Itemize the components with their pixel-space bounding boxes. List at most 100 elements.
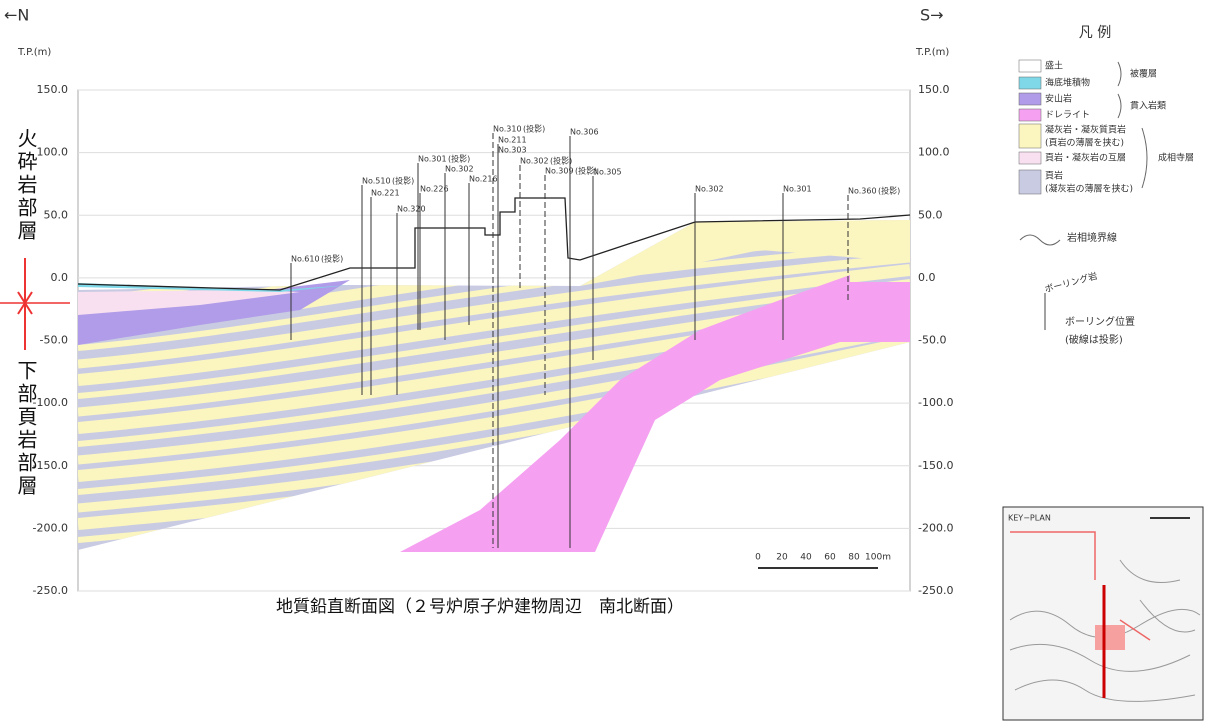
borehole-name: No.306: [570, 128, 599, 137]
borehole-name: No.303: [498, 146, 527, 155]
legend-group: 貫入岩類: [1130, 100, 1166, 112]
y-label-left: 150.0: [37, 83, 69, 96]
y-label-right: -150.0: [918, 459, 953, 472]
tuff-band: [78, 253, 910, 369]
south-label: S→: [920, 6, 944, 25]
y-label-right: -200.0: [918, 521, 953, 534]
borehole-name: No.211: [498, 136, 527, 145]
boring-note: (破線は投影): [1065, 333, 1123, 346]
borehole-note: (投影): [321, 254, 343, 264]
y-label-right: 0.0: [918, 271, 936, 284]
y-label-left: 50.0: [44, 208, 69, 221]
borehole-note: (投影): [575, 166, 597, 176]
borehole-note: (投影): [550, 156, 572, 166]
y-label-left: -50.0: [40, 334, 68, 347]
legend-swatch: [1018, 92, 1042, 106]
side-label: 下部頁岩部層: [14, 360, 38, 498]
borehole-name: No.221: [371, 189, 400, 198]
y-label-right: -50.0: [918, 334, 946, 347]
borehole-name: No.320: [397, 205, 426, 214]
cross-section: [77, 89, 911, 592]
scale-label: 100m: [865, 553, 891, 563]
legend-note: (頁岩の薄層を挟む): [1045, 137, 1124, 149]
tuff-band: [78, 279, 910, 399]
alternation: [78, 290, 300, 315]
borehole-note: (投影): [392, 176, 414, 186]
borehole-name: No.360: [848, 187, 877, 196]
dolerite: [400, 275, 910, 552]
scale-label: 80: [848, 553, 860, 563]
y-label-right: -100.0: [918, 396, 953, 409]
legend-swatch: [1018, 123, 1042, 149]
legend-swatch: [1018, 59, 1042, 73]
arrow-heads: [17, 291, 33, 315]
borehole-name: No.302: [695, 185, 724, 194]
borehole-name: No.226: [420, 185, 449, 194]
legend-group: 被覆層: [1130, 68, 1157, 80]
legend-swatch: [1018, 76, 1042, 90]
y-label-left: -200.0: [33, 521, 68, 534]
unit-left: T.P.(m): [17, 47, 51, 58]
ground-surface: [77, 197, 911, 291]
borehole-name: No.309: [545, 167, 574, 176]
borehole-name: No.610: [291, 255, 320, 264]
borehole-name: No.302: [445, 165, 474, 174]
legend-note: (凝灰岩の薄層を挟む): [1045, 183, 1133, 195]
borehole-name: No.305: [593, 168, 622, 177]
tuff-band: [78, 264, 910, 386]
legend-label: 海底堆積物: [1045, 77, 1090, 89]
legend-label: ドレライト: [1045, 110, 1090, 121]
borehole-name: No.310: [493, 125, 522, 134]
borehole-note: (投影): [448, 154, 470, 164]
borehole-note: (投影): [878, 186, 900, 196]
borehole-name: No.510: [362, 177, 391, 186]
legend-label: 頁岩: [1045, 170, 1063, 182]
scale-label: 20: [776, 553, 788, 563]
y-label-right: 150.0: [918, 83, 950, 96]
side-label: 火砕岩部層: [14, 128, 38, 243]
legend-label: 凝灰岩・凝灰質頁岩: [1045, 124, 1126, 136]
andesite: [78, 280, 350, 345]
y-label-left: 0.0: [51, 271, 69, 284]
borehole-name: No.301: [783, 185, 812, 194]
y-label-left: -100.0: [33, 396, 68, 409]
legend-swatch: [1018, 151, 1042, 165]
y-label-right: -250.0: [918, 584, 953, 597]
tuff-top: [580, 220, 910, 286]
legend-brace: [1117, 61, 1148, 189]
north-label: ←N: [4, 6, 29, 25]
legend-label: 頁岩・凝灰岩の互層: [1045, 152, 1126, 164]
scale-label: 60: [824, 553, 836, 563]
legend-group: 成相寺層: [1158, 152, 1194, 164]
boring-mark: ボーリング岩: [1043, 270, 1098, 296]
borehole-note: (投影): [523, 124, 545, 134]
legend-title: 凡 例: [1079, 25, 1111, 41]
y-label-left: -150.0: [33, 459, 68, 472]
legend-swatch: [1018, 169, 1042, 195]
legend-swatch: [1018, 108, 1042, 122]
legend-label: 盛土: [1045, 60, 1063, 72]
boundary-symbol: [1019, 234, 1061, 246]
scale-label: 40: [800, 553, 812, 563]
unit-right: T.P.(m): [915, 47, 949, 58]
borehole-name: No.301: [418, 155, 447, 164]
y-label-left: 100.0: [37, 146, 69, 159]
tuff-band: [78, 336, 910, 482]
key-plan-route: [1010, 531, 1151, 641]
tuff-band: [78, 243, 910, 351]
borehole-name: No.216: [469, 175, 498, 184]
legend-label: 安山岩: [1045, 93, 1072, 105]
caption: 地質鉛直断面図（２号炉原子炉建物周辺 南北断面）: [276, 597, 684, 617]
y-label-left: -250.0: [33, 584, 68, 597]
key-plan-title: KEY−PLAN: [1008, 514, 1051, 523]
boundary-label: 岩相境界線: [1067, 231, 1117, 244]
scale-label: 0: [755, 553, 761, 563]
y-label-right: 50.0: [918, 208, 943, 221]
y-label-right: 100.0: [918, 146, 950, 159]
boring-label: ボーリング位置: [1065, 315, 1135, 328]
borehole-name: No.302: [520, 157, 549, 166]
sea-sediment: [78, 283, 350, 292]
